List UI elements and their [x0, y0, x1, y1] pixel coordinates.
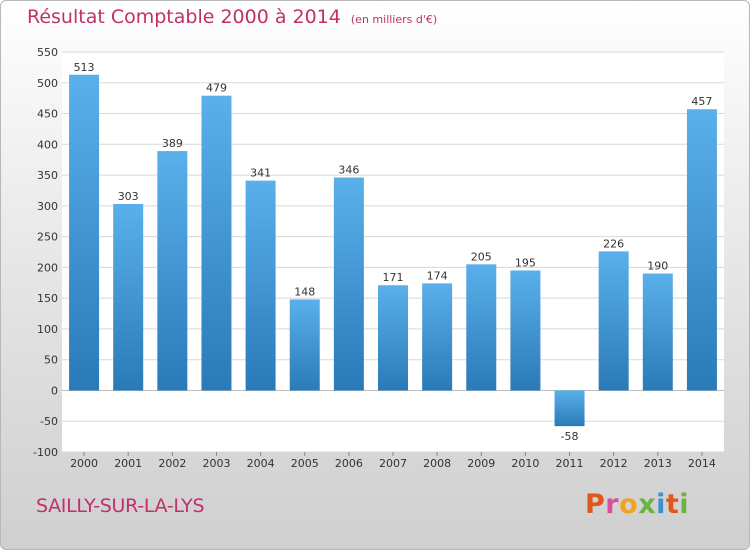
- data-label: 513: [74, 61, 95, 74]
- data-label: 226: [603, 237, 624, 250]
- bars: [69, 74, 717, 427]
- data-label: 389: [162, 137, 183, 150]
- x-tick-label: 2008: [423, 457, 451, 470]
- chart-title-main: Résultat Comptable 2000 à 2014: [27, 6, 341, 28]
- y-tick-label: 100: [37, 323, 58, 336]
- data-label: 346: [338, 164, 359, 177]
- y-tick-label: 450: [37, 108, 58, 121]
- bar-2011[interactable]: [554, 390, 585, 427]
- y-tick-label: 200: [37, 261, 58, 274]
- y-axis: -100 -50 0 50 100 150 200 250 300 350 400 450 500 550: [33, 46, 58, 459]
- x-tick-label: 2013: [644, 457, 672, 470]
- data-label: 174: [427, 269, 448, 282]
- x-tick-label: 2010: [511, 457, 539, 470]
- x-tick-label: 2007: [379, 457, 407, 470]
- x-tick-label: 2005: [291, 457, 319, 470]
- logo-letter: o: [619, 489, 639, 520]
- bar-2013[interactable]: [642, 273, 673, 391]
- y-tick-label: 550: [37, 46, 58, 59]
- logo-letter: P: [585, 489, 606, 520]
- data-label: 171: [383, 271, 404, 284]
- data-label: 195: [515, 256, 536, 269]
- proxiti-logo[interactable]: Proxiti: [585, 489, 689, 520]
- y-tick-label: 250: [37, 231, 58, 244]
- bar-2001[interactable]: [113, 204, 144, 391]
- bar-2010[interactable]: [510, 270, 541, 391]
- chart-title-unit: (en milliers d'€): [350, 13, 438, 26]
- data-label: 303: [118, 190, 139, 203]
- logo-letter: x: [638, 489, 657, 520]
- logo-letter: i: [656, 489, 666, 520]
- y-tick-label: 150: [37, 292, 58, 305]
- y-tick-label: 400: [37, 138, 58, 151]
- data-label: 190: [647, 260, 668, 273]
- bar-2006[interactable]: [333, 177, 364, 391]
- data-label: 148: [294, 285, 315, 298]
- logo-letter: t: [665, 489, 680, 520]
- bar-2005[interactable]: [289, 299, 320, 391]
- data-label: 457: [691, 95, 712, 108]
- data-label: -58: [561, 430, 579, 443]
- y-tick-label: 50: [44, 354, 58, 367]
- bar-2014[interactable]: [686, 109, 717, 391]
- data-labels: 513 303 389 479 341 148 346 171 174 205 195 -58 226 1…: [74, 61, 713, 443]
- logo-letter: r: [605, 489, 620, 520]
- bar-2012[interactable]: [598, 251, 629, 391]
- x-tick-label: 2002: [158, 457, 186, 470]
- y-tick-label: 300: [37, 200, 58, 213]
- x-tick-label: 2006: [335, 457, 363, 470]
- bar-2008[interactable]: [422, 283, 453, 391]
- bar-2002[interactable]: [157, 151, 188, 391]
- x-tick-label: 2004: [247, 457, 275, 470]
- bar-2004[interactable]: [245, 180, 276, 391]
- bar-2003[interactable]: [201, 95, 232, 391]
- data-label: 479: [206, 82, 227, 95]
- x-tick-label: 2003: [202, 457, 230, 470]
- bar-2009[interactable]: [466, 264, 497, 391]
- y-tick-label: -100: [33, 446, 58, 459]
- x-axis: 2000 2001 2002 2003 2004 2005 2006 2007 2008 2009…: [70, 452, 716, 470]
- x-tick-label: 2011: [556, 457, 584, 470]
- x-tick-label: 2000: [70, 457, 98, 470]
- y-tick-label: 500: [37, 77, 58, 90]
- y-tick-label: 0: [51, 384, 58, 397]
- bar-2000[interactable]: [69, 74, 100, 391]
- x-tick-label: 2001: [114, 457, 142, 470]
- data-label: 341: [250, 167, 271, 180]
- x-tick-label: 2012: [600, 457, 628, 470]
- logo-letter: i: [679, 489, 690, 520]
- y-tick-label: -50: [40, 415, 58, 428]
- data-label: 205: [471, 250, 492, 263]
- x-tick-label: 2014: [688, 457, 716, 470]
- x-tick-label: 2009: [467, 457, 495, 470]
- commune-name: SAILLY-SUR-LA-LYS: [36, 495, 205, 517]
- bar-2007[interactable]: [378, 285, 408, 391]
- chart-title: Résultat Comptable 2000 à 2014 (en millie…: [27, 6, 437, 28]
- y-tick-label: 350: [37, 169, 58, 182]
